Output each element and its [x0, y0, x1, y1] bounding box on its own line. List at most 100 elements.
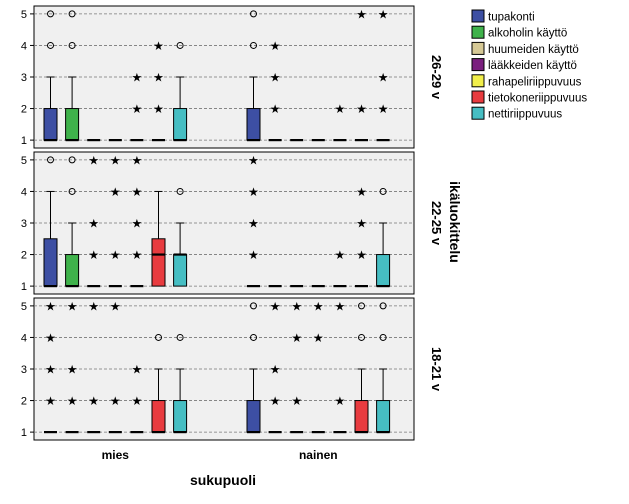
y-tick-label: 1 [21, 281, 27, 293]
box-body [173, 108, 188, 141]
box-nettiriippuvuus-mies [173, 41, 188, 142]
y-tick-label: 2 [21, 250, 27, 262]
outlier-circle [68, 187, 76, 195]
extreme-star: ★ [313, 299, 324, 313]
box-tupakonti-mies: ★ ★ ★ ★ [44, 299, 57, 434]
extreme-star: ★ [45, 299, 56, 313]
box-alkoholin-käyttö-mies [65, 156, 80, 288]
extreme-star: ★ [88, 153, 99, 167]
legend-label: lääkkeiden käyttö [488, 60, 577, 72]
outlier-circle [68, 10, 76, 18]
box-body [246, 400, 261, 433]
extreme-star: ★ [132, 217, 143, 231]
extreme-star: ★ [88, 394, 99, 408]
extreme-star: ★ [153, 39, 164, 53]
box-huumeiden-käyttö-mies: ★★ [87, 299, 101, 434]
legend-label: tupakonti [488, 12, 535, 24]
extreme-star: ★ [88, 217, 99, 231]
box-body [246, 108, 261, 141]
extreme-star: ★ [270, 299, 281, 313]
extreme-star: ★ [67, 299, 78, 313]
legend: tupakonti alkoholin käyttö huumeiden käytt… [471, 9, 587, 121]
box-body [376, 400, 391, 433]
extreme-star: ★ [132, 102, 143, 116]
extreme-star: ★ [313, 331, 324, 345]
outlier-circle [47, 41, 54, 49]
box-body [173, 254, 188, 287]
outlier-circle [379, 302, 387, 310]
y-tick-label: 5 [21, 155, 27, 167]
legend-label: huumeiden käyttö [488, 44, 579, 56]
extreme-star: ★ [248, 185, 259, 199]
extreme-star: ★ [356, 7, 367, 21]
box-rahapeliriippuvuus-mies: ★ ★ ★ ★ [130, 153, 144, 288]
extreme-star: ★ [45, 363, 56, 377]
box-tietokoneriippuvuus-mies: ★ ★ ★ [152, 39, 165, 142]
box-body [43, 238, 58, 287]
extreme-star: ★ [132, 363, 143, 377]
panel-22-25-v: 1 2 3 4 5 22-25 v ★ ★ ★ ★ ★ ★ ★ ★ ★ ★ ★ ★ ★ ★ ★ ★ ★ ★ [21, 151, 444, 295]
outlier-circle [47, 10, 54, 18]
legend-swatch [471, 90, 485, 104]
extreme-star: ★ [270, 71, 281, 85]
x-category-label: nainen [299, 448, 338, 462]
extreme-star: ★ [132, 185, 143, 199]
extreme-star: ★ [45, 331, 56, 345]
box-nettiriippuvuus-mies [173, 333, 188, 434]
legend-label: tietokoneriippuvuus [488, 93, 587, 105]
legend-label: alkoholin käyttö [488, 28, 567, 40]
extreme-star: ★ [378, 71, 389, 85]
extreme-star: ★ [248, 248, 259, 262]
box-tietokoneriippuvuus-nainen [354, 302, 369, 434]
box-lääkkeiden-käyttö-mies: ★★ [108, 299, 122, 434]
y-tick-label: 1 [21, 135, 27, 147]
extreme-star: ★ [248, 153, 259, 167]
extreme-star: ★ [153, 71, 164, 85]
box-huumeiden-käyttö-nainen: ★ ★ ★ [290, 299, 304, 434]
box-alkoholin-käyttö-mies [65, 10, 80, 142]
box-tietokoneriippuvuus-nainen: ★★ [355, 7, 368, 142]
box-body [65, 254, 80, 287]
extreme-star: ★ [45, 394, 56, 408]
outlier-circle [68, 156, 76, 164]
outlier-circle [358, 333, 365, 341]
outlier-circle [250, 41, 257, 49]
box-nettiriippuvuus-nainen: ★ ★ ★ [376, 7, 390, 142]
y-tick-label: 3 [21, 72, 27, 84]
box-body [376, 254, 391, 287]
box-body [43, 108, 58, 141]
extreme-star: ★ [88, 299, 99, 313]
extreme-star: ★ [110, 299, 121, 313]
legend-swatch [471, 41, 485, 55]
box-rahapeliriippuvuus-nainen: ★ [333, 248, 347, 288]
extreme-star: ★ [110, 394, 121, 408]
panel-strip-label: 22-25 v [429, 201, 444, 246]
extreme-star: ★ [291, 331, 302, 345]
box-nettiriippuvuus-nainen [376, 187, 391, 288]
x-category-label: mies [102, 448, 130, 462]
outlier-circle [250, 10, 257, 18]
outlier-circle [358, 302, 365, 310]
x-axis-title: sukupuoli [190, 472, 256, 488]
extreme-star: ★ [335, 102, 346, 116]
extreme-star: ★ [291, 299, 302, 313]
legend-label: rahapeliriippuvuus [488, 76, 582, 88]
extreme-star: ★ [88, 248, 99, 262]
extreme-star: ★ [270, 102, 281, 116]
legend-swatch [471, 25, 485, 39]
box-body [173, 400, 188, 433]
legend-label: nettiriippuvuus [488, 109, 562, 121]
extreme-star: ★ [335, 248, 346, 262]
extreme-star: ★ [132, 153, 143, 167]
box-alkoholin-käyttö-mies: ★ ★ ★ [65, 299, 79, 434]
outlier-circle [176, 41, 184, 49]
extreme-star: ★ [335, 299, 346, 313]
extreme-star: ★ [153, 102, 164, 116]
box-rahapeliriippuvuus-mies: ★★ [130, 363, 144, 434]
outlier-circle [47, 156, 54, 164]
extreme-star: ★ [356, 217, 367, 231]
facet-label: ikäluokittelu [447, 181, 463, 263]
panel-strip-label: 18-21 v [429, 347, 444, 392]
